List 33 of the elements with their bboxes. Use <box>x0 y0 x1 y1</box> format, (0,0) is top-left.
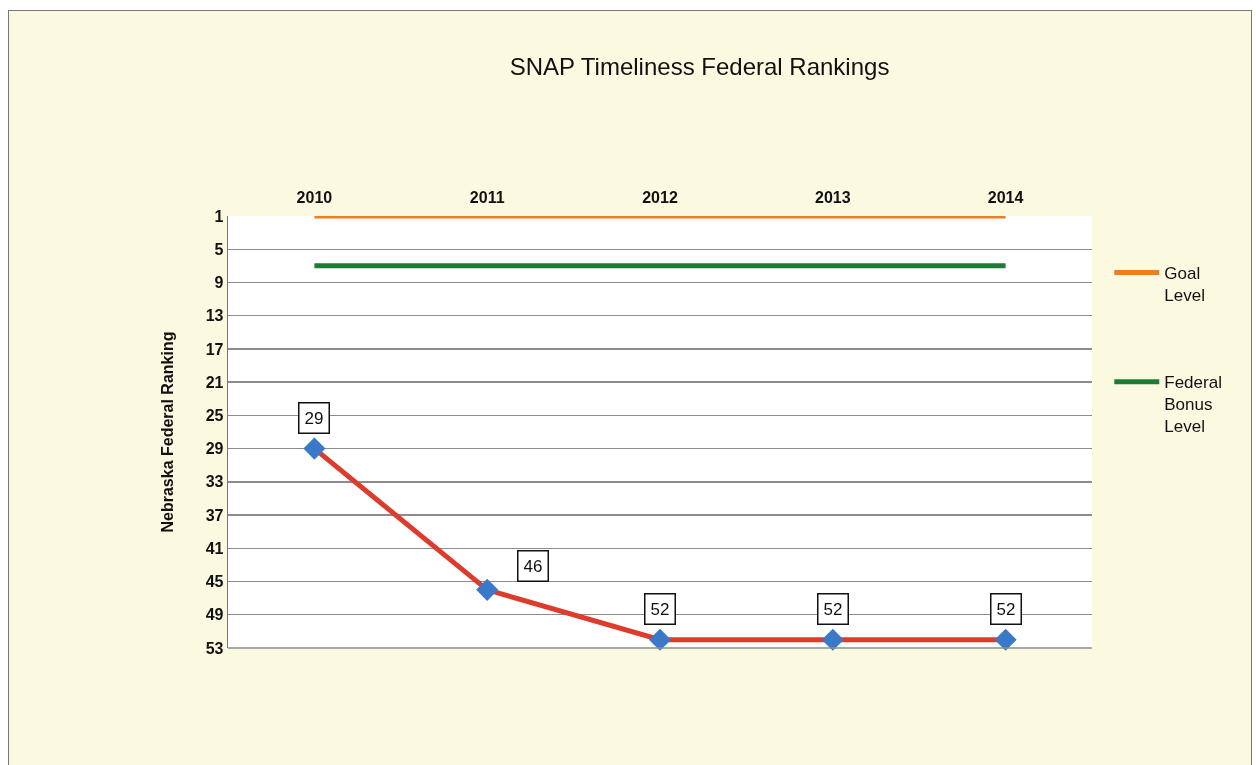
x-tick-label: 2013 <box>815 188 851 206</box>
y-tick-label: 17 <box>205 340 224 358</box>
x-tick-label: 2014 <box>987 188 1024 206</box>
y-tick-label: 45 <box>205 573 224 591</box>
y-tick-label: 29 <box>205 440 224 458</box>
y-axis-title: Nebraska Federal Ranking <box>158 331 176 533</box>
x-tick-label: 2010 <box>296 188 333 206</box>
data-label: 52 <box>996 599 1016 619</box>
data-label: 52 <box>823 599 843 619</box>
y-tick-label: 53 <box>205 639 224 657</box>
y-tick-label: 5 <box>214 240 224 258</box>
y-tick-label: 9 <box>214 274 224 292</box>
y-tick-label: 13 <box>205 307 224 325</box>
y-tick-label: 1 <box>214 207 224 225</box>
point <box>994 628 1017 651</box>
y-tick-label: 21 <box>205 373 224 391</box>
y-tick-label: 49 <box>205 606 224 624</box>
x-tick-label: 2011 <box>469 188 505 206</box>
x-tick-label: 2012 <box>642 188 678 206</box>
point <box>648 628 672 651</box>
data-label: 46 <box>523 556 543 576</box>
y-tick-label: 25 <box>205 406 224 424</box>
chart-title: SNAP Timeliness Federal Rankings <box>509 53 890 81</box>
y-tick-label: 33 <box>205 473 224 491</box>
point <box>476 578 499 601</box>
y-tick-label: 37 <box>205 506 224 524</box>
point <box>821 628 844 651</box>
legend-label: Federal Bonus Level <box>1164 373 1222 437</box>
legend-label: Goal Level <box>1164 264 1205 306</box>
point <box>303 437 326 460</box>
data-label: 52 <box>650 599 670 619</box>
data-label: 29 <box>304 408 324 428</box>
y-tick-label: 41 <box>205 539 224 557</box>
